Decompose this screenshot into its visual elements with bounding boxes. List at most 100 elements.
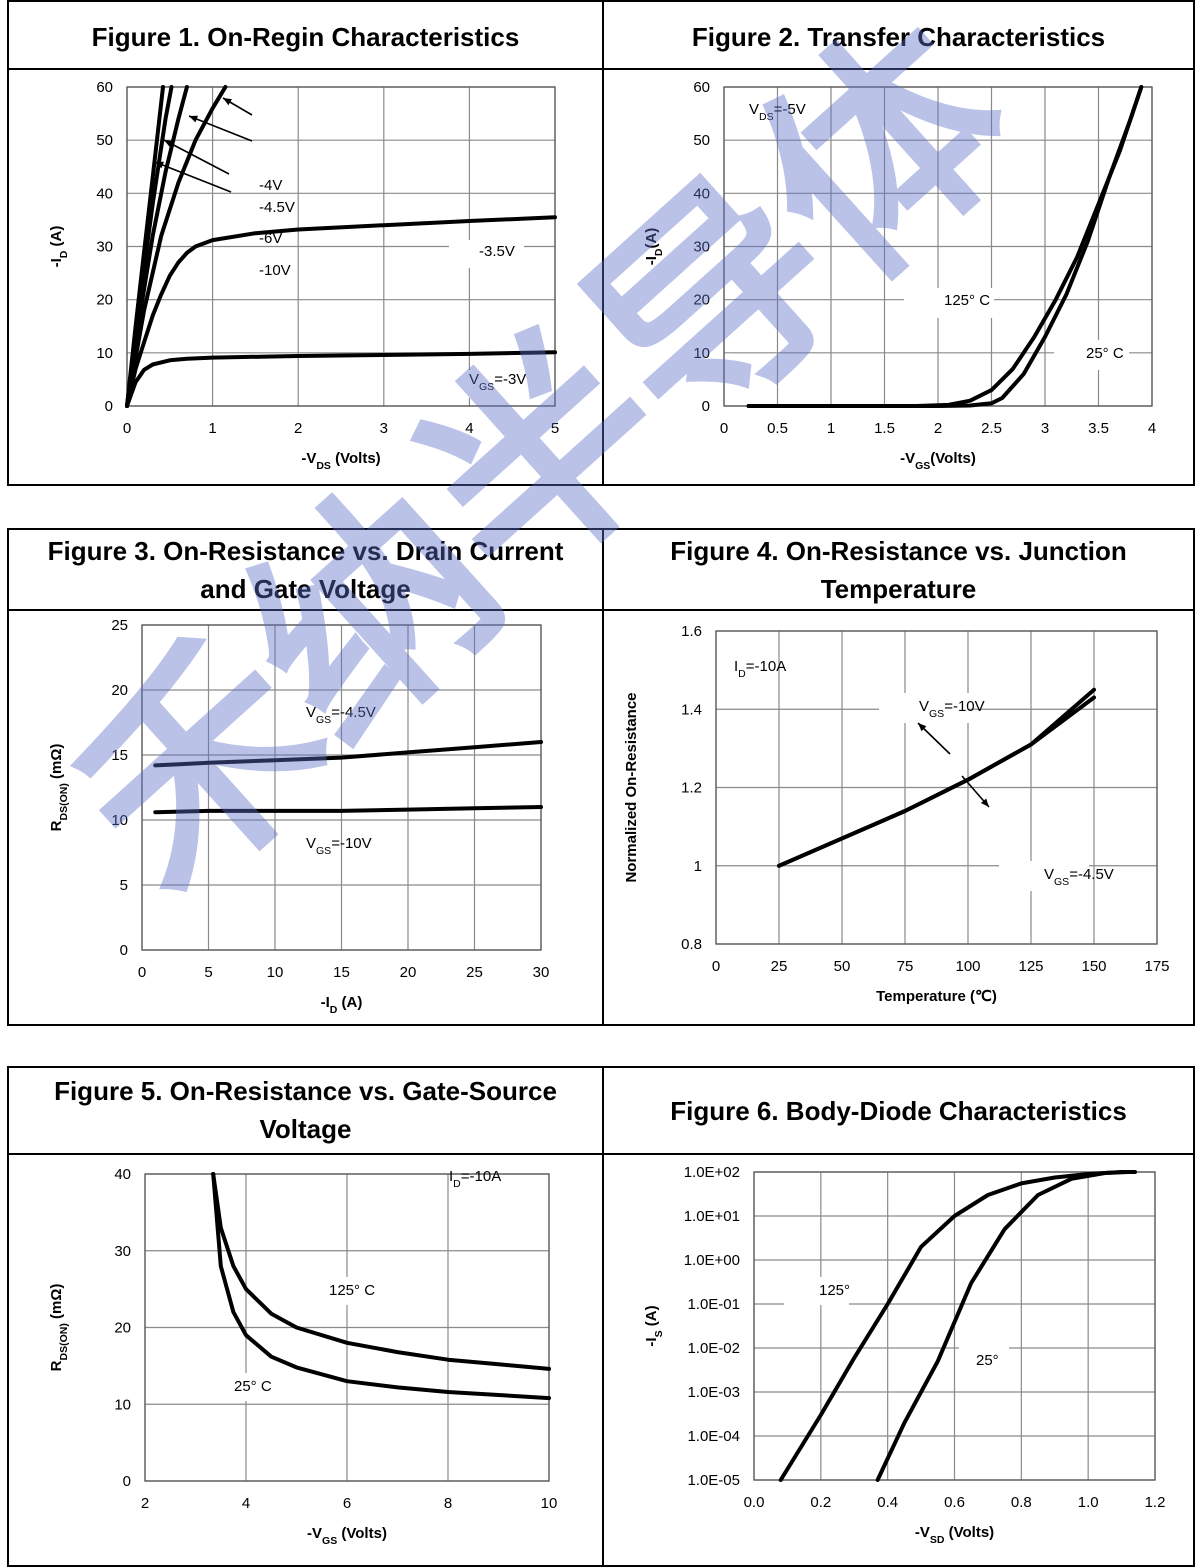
y-tick-label: 60 <box>693 79 710 96</box>
series-label-part: V <box>306 704 316 721</box>
y-tick-label: 1.0E-05 <box>687 1472 740 1489</box>
y-tick-label: 50 <box>96 132 113 149</box>
y-tick-label: 10 <box>114 1396 131 1413</box>
x-tick-label: 1.5 <box>874 420 895 437</box>
plot-frame <box>126 86 556 407</box>
annotation-label: 125° <box>819 1282 850 1299</box>
figure-title-line: Figure 5. On-Resistance vs. Gate-Source <box>54 1076 557 1106</box>
annotation-arrowhead <box>189 115 198 123</box>
y-tick-label: 1.0E+01 <box>684 1208 740 1225</box>
x-tick-label: 5 <box>551 420 559 437</box>
annotation-arrowhead <box>980 798 989 807</box>
chart-2: 0 0.5 1 1.5 2 2.5 3 3.5 40102030405060-VGS(Volts… <box>643 79 1156 472</box>
x-tick-label: 3 <box>1041 420 1049 437</box>
x-tick-label: 2 <box>141 1495 149 1512</box>
x-axis-label-part: (Volts) <box>944 1524 994 1541</box>
y-tick-label: 0 <box>123 1473 131 1490</box>
annotation-label: -4V <box>259 177 282 194</box>
annotation-label: VDS=-5V <box>749 101 806 123</box>
annotation-label: VGS=-10V <box>919 698 985 720</box>
label-box <box>904 288 994 318</box>
plot-frame <box>715 630 1158 945</box>
figure-title-line: Temperature <box>820 574 977 604</box>
y-tick-label: 1 <box>694 858 702 875</box>
y-tick-label: 20 <box>114 1320 131 1337</box>
x-tick-label: 2 <box>294 420 302 437</box>
figure-title-line: Voltage <box>259 1114 352 1144</box>
annotation-label-part: V <box>1044 866 1054 883</box>
y-tick-label: 1.0E-03 <box>687 1384 740 1401</box>
x-tick-label: 4 <box>242 1495 250 1512</box>
divider <box>602 1068 604 1565</box>
annotation-label-part: 125° C <box>944 292 990 309</box>
series-label-part: =-4.5V <box>331 704 376 721</box>
x-tick-label: 0 <box>712 958 720 975</box>
annotation-label: 25° C <box>234 1378 272 1395</box>
y-axis-label-part: Normalized On-Resistance <box>623 692 640 882</box>
annotation-label: -10V <box>259 262 291 279</box>
x-tick-label: 4 <box>1148 420 1156 437</box>
label-box <box>449 240 524 268</box>
annotation-label-part: 25° <box>976 1352 999 1369</box>
x-tick-label: 5 <box>204 964 212 981</box>
figure-5: Figure 5. On-Resistance vs. Gate-Source … <box>9 1068 602 1567</box>
y-axis-label-part: -I <box>643 1337 660 1346</box>
x-tick-label: 0.2 <box>810 1494 831 1511</box>
x-tick-label: 0.0 <box>744 1494 765 1511</box>
x-tick-label: 4 <box>465 420 473 437</box>
y-tick-label: 1.0E+00 <box>684 1252 740 1269</box>
figure-title-line: Figure 4. On-Resistance vs. Junction <box>670 536 1127 566</box>
label-box <box>784 1277 849 1305</box>
annotation-label: -4.5V <box>259 199 295 216</box>
series-line <box>777 695 1096 868</box>
annotation-arrowhead <box>164 140 173 147</box>
figure-1: Figure 1. On-Regin Characteristics 0 1 2 3 4… <box>9 2 602 484</box>
x-tick-label: 150 <box>1081 958 1106 975</box>
y-axis-label: -ID(A) <box>643 228 665 266</box>
annotation-label-part: V <box>919 698 929 715</box>
chart-4: 0 25 50 75 100 125 150 175 0.8 1 1.2 1.4 1.6 Temperat… <box>623 623 1170 1005</box>
series-label: VGS=-10V <box>306 835 372 857</box>
x-tick-label: 2 <box>934 420 942 437</box>
y-axis-label: RDS(ON) (mΩ) <box>48 744 70 832</box>
series-label-part: GS <box>316 714 331 726</box>
y-tick-label: 10 <box>111 812 128 829</box>
y-tick-label: 1.0E-04 <box>687 1428 740 1445</box>
annotation-label-part: -6V <box>259 230 282 247</box>
x-tick-label: 3 <box>380 420 388 437</box>
x-axis-label-part: Temperature (℃) <box>876 988 997 1005</box>
x-tick-label: 0.4 <box>877 1494 898 1511</box>
x-tick-label: 2.5 <box>981 420 1002 437</box>
plot-frame <box>141 624 542 951</box>
annotation-label-part: I <box>449 1168 453 1185</box>
figure-title: Figure 6. Body-Diode Characteristics <box>604 1092 1193 1130</box>
annotation-label-part: -4V <box>259 177 282 194</box>
y-axis-label-part: (mΩ) <box>48 1284 65 1324</box>
y-axis-label-part: (A) <box>643 228 660 249</box>
figure-row-3: Figure 5. On-Resistance vs. Gate-Source … <box>7 1066 1195 1567</box>
annotation-label-part: 125° C <box>329 1282 375 1299</box>
annotation-label-part: 25° C <box>234 1378 272 1395</box>
chart-3: 0 5 10 15 20 25 30 0 5 10 15 20 25 -ID (A) RDS(ON) (mΩ… <box>48 617 549 1016</box>
y-axis-label-part: (A) <box>643 1305 660 1330</box>
x-tick-label: 15 <box>333 964 350 981</box>
divider <box>9 68 1193 70</box>
figure-6: Figure 6. Body-Diode Characteristics 0.0… <box>604 1068 1193 1567</box>
divider <box>602 2 604 484</box>
plot-frame <box>144 1173 550 1482</box>
y-axis-label: RDS(ON) (mΩ) <box>48 1284 70 1372</box>
chart-6: 0.0 0.2 0.4 0.6 0.8 1.0 1.2 1.0E-05 1.0E-04 1.0E-… <box>643 1164 1166 1546</box>
y-tick-label: 0 <box>120 942 128 959</box>
x-tick-label: 0.8 <box>1011 1494 1032 1511</box>
figure-2: Figure 2. Transfer Characteristics 0 0.5 1… <box>604 2 1193 484</box>
x-axis-label: -VGS(Volts) <box>900 450 976 472</box>
figure-row-1: Figure 1. On-Regin Characteristics 0 1 2 3 4… <box>7 0 1195 486</box>
annotation-label-part: =-10V <box>944 698 984 715</box>
annotation-label: 25° C <box>1086 345 1124 362</box>
figure-title-line: Figure 6. Body-Diode Characteristics <box>670 1096 1127 1126</box>
x-tick-label: 1.2 <box>1145 1494 1166 1511</box>
x-tick-label: 6 <box>343 1495 351 1512</box>
annotation-arrowhead <box>223 98 232 106</box>
y-tick-label: 20 <box>693 292 710 309</box>
